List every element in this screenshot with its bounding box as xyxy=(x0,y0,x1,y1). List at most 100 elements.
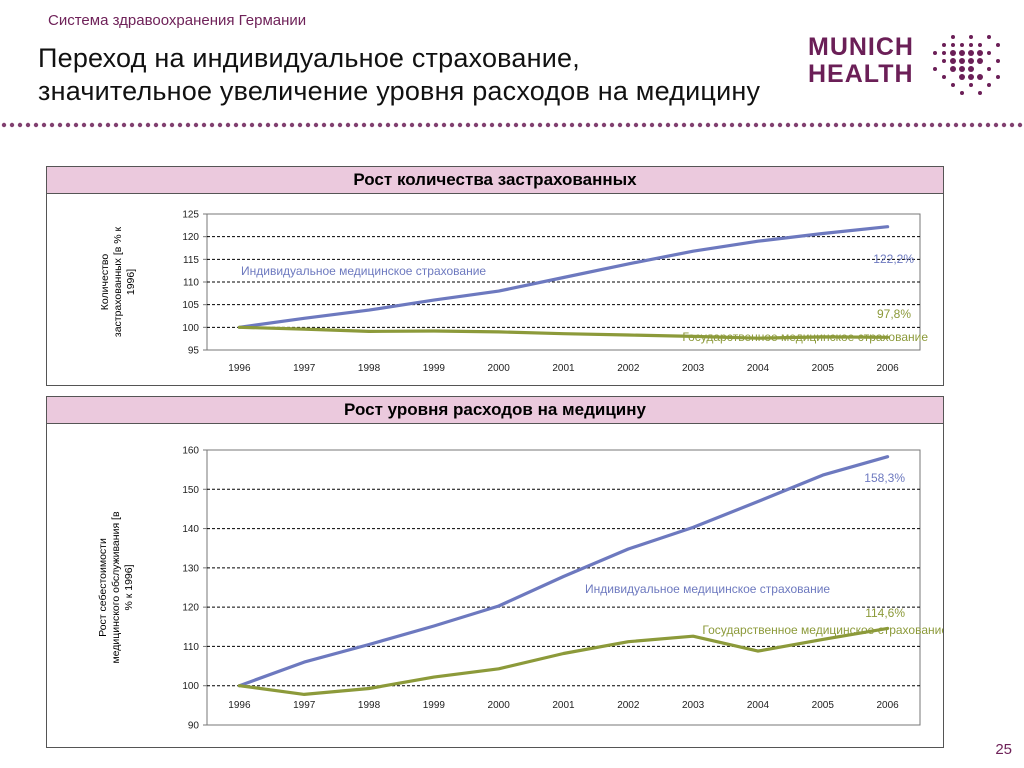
divider-dot xyxy=(113,122,119,128)
divider-dot xyxy=(665,122,671,128)
divider-dot xyxy=(937,122,943,128)
y-tick-label: 100 xyxy=(182,323,199,334)
divider-dot xyxy=(897,122,903,128)
page-title: Переход на индивидуальное страхование, з… xyxy=(38,42,760,108)
divider-dot xyxy=(585,122,591,128)
divider-dot xyxy=(457,122,463,128)
divider-dot xyxy=(81,122,87,128)
logo-dot xyxy=(996,43,1000,47)
y-tick-label: 140 xyxy=(182,524,199,535)
series-label: Государственное медицинское страхование xyxy=(702,623,943,637)
divider-dot xyxy=(417,122,423,128)
divider-dot xyxy=(761,122,767,128)
y-tick-label: 120 xyxy=(182,603,199,614)
divider-dot xyxy=(329,122,335,128)
divider-dot xyxy=(1,122,7,128)
x-tick-label: 2001 xyxy=(552,363,575,374)
divider-dot xyxy=(1001,122,1007,128)
divider-dot xyxy=(265,122,271,128)
divider-dot xyxy=(313,122,319,128)
x-tick-label: 1996 xyxy=(228,363,251,374)
divider-dot xyxy=(873,122,879,128)
divider-dot xyxy=(193,122,199,128)
divider-dot xyxy=(513,122,519,128)
costs-growth-chart: 90 100 110 120 130 140 150 160 1996 1997 1998 1999 2… xyxy=(97,446,943,732)
divider-dot xyxy=(865,122,871,128)
divider-dot xyxy=(369,122,375,128)
divider-dot xyxy=(481,122,487,128)
logo-dot xyxy=(959,50,965,56)
logo-dot xyxy=(959,66,965,72)
divider-dot xyxy=(249,122,255,128)
divider-dot xyxy=(649,122,655,128)
chart-title-costs: Рост уровня расходов на медицину xyxy=(47,397,943,424)
x-tick-label: 2005 xyxy=(812,700,835,711)
divider-dot xyxy=(89,122,95,128)
title-line-2: значительное увеличение уровня расходов … xyxy=(38,76,761,106)
series-label: Индивидуальное медицинское страхование xyxy=(585,582,830,596)
divider-dot xyxy=(497,122,503,128)
divider-dot xyxy=(681,122,687,128)
y-tick-label: 100 xyxy=(182,681,199,692)
logo-dot xyxy=(942,43,946,47)
logo-dot xyxy=(942,51,946,55)
divider-dot xyxy=(401,122,407,128)
divider-dot xyxy=(377,122,383,128)
logo-dot xyxy=(951,83,955,87)
divider-dot xyxy=(833,122,839,128)
divider-dot xyxy=(33,122,39,128)
divider-dot xyxy=(857,122,863,128)
y-tick-label: 160 xyxy=(182,446,199,457)
y-tick-label: 115 xyxy=(183,255,199,266)
divider-dot xyxy=(1017,122,1023,128)
divider-dot xyxy=(961,122,967,128)
divider-dot xyxy=(1009,122,1015,128)
x-tick-label: 1998 xyxy=(358,700,381,711)
divider-dot xyxy=(969,122,975,128)
divider-dot xyxy=(729,122,735,128)
divider-dot xyxy=(121,122,127,128)
data-label: 114,6% xyxy=(865,606,905,620)
x-tick-label: 2006 xyxy=(876,363,899,374)
x-tick-label: 1997 xyxy=(293,363,316,374)
y-tick-label: 150 xyxy=(182,485,199,496)
divider-dot xyxy=(257,122,263,128)
data-label: 158,3% xyxy=(864,471,905,485)
divider-dot xyxy=(977,122,983,128)
divider-dot xyxy=(425,122,431,128)
divider-dot xyxy=(353,122,359,128)
logo-dot xyxy=(968,66,974,72)
logo-dot xyxy=(968,50,974,56)
logo-dot xyxy=(960,43,964,47)
divider-dot xyxy=(521,122,527,128)
divider-dot xyxy=(281,122,287,128)
divider-dot xyxy=(945,122,951,128)
divider-dot xyxy=(169,122,175,128)
logo-text: MUNICH HEALTH xyxy=(808,34,914,88)
x-tick-label: 1999 xyxy=(423,363,446,374)
logo-dot xyxy=(987,35,991,39)
divider-dot xyxy=(209,122,215,128)
divider-dot xyxy=(473,122,479,128)
logo-dot xyxy=(951,43,955,47)
divider-dot xyxy=(17,122,23,128)
divider-dot xyxy=(609,122,615,128)
divider-dot xyxy=(305,122,311,128)
divider-dot xyxy=(577,122,583,128)
divider-dot xyxy=(321,122,327,128)
logo-dot xyxy=(950,58,956,64)
divider-dot xyxy=(985,122,991,128)
series-label: Индивидуальное медицинское страхование xyxy=(241,264,486,278)
y-tick-label: 110 xyxy=(183,278,199,289)
divider-dot xyxy=(65,122,71,128)
divider-dot xyxy=(841,122,847,128)
divider-dot xyxy=(529,122,535,128)
divider-dot xyxy=(49,122,55,128)
x-tick-label: 2000 xyxy=(488,700,511,711)
section-label: Система здравоохранения Германии xyxy=(48,12,307,29)
y-tick-label: 125 xyxy=(182,210,199,221)
chart-panel-insured: Рост количества застрахованных 95 100 105 1… xyxy=(46,166,944,386)
divider-dot xyxy=(753,122,759,128)
divider-dot xyxy=(881,122,887,128)
logo-dot xyxy=(942,75,946,79)
